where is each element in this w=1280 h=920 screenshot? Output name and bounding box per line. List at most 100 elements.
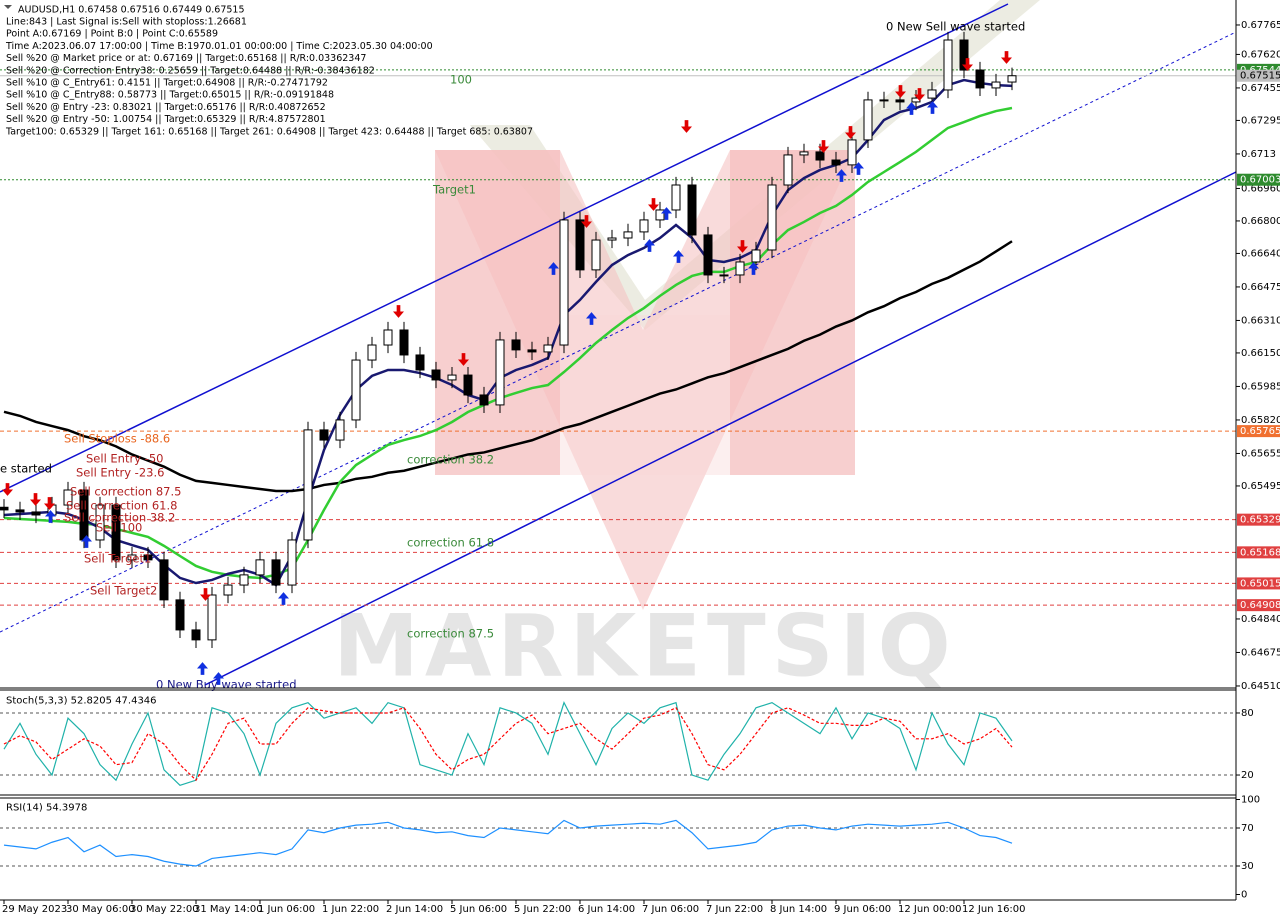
candle-body <box>431 369 441 381</box>
candle-body <box>527 349 537 353</box>
indicator-panels: Stoch(5,3,3) 52.8205 47.4346 20 80 RSI(14) … <box>0 695 1260 901</box>
annotation: correction 38.2 <box>407 453 494 467</box>
candle-body <box>671 184 681 211</box>
indicator-line <box>3 701 1013 787</box>
candle-body <box>143 554 153 561</box>
x-tick-label: 8 Jun 14:00 <box>770 904 827 915</box>
annotation: 0 New Buy wave started <box>156 678 297 692</box>
candle-body <box>447 374 457 381</box>
y-tick-label: 0.64840 <box>1241 614 1280 625</box>
annotation: Sell correction 38.2 <box>64 511 175 525</box>
annotation: Sell Target1 <box>84 552 151 566</box>
level-tag <box>1237 173 1280 186</box>
info-line: Target100: 0.65329 || Target 161: 0.6516… <box>5 126 533 137</box>
channel-upper <box>0 3 1009 493</box>
level-label: 0.67003 <box>1240 175 1280 186</box>
candle-body <box>63 489 73 506</box>
annotation: e started <box>0 462 52 476</box>
y-tick-label: 0.67455 <box>1241 83 1280 94</box>
candle-body <box>895 99 905 103</box>
y-tick-label: 100 <box>1241 795 1260 806</box>
channel-lower <box>204 171 1237 686</box>
candle-body <box>735 261 745 276</box>
y-tick-label: 0.67765 <box>1241 20 1280 31</box>
x-tick-label: 7 Jun 06:00 <box>642 904 699 915</box>
candle-body <box>415 354 425 371</box>
candle-body <box>31 511 41 516</box>
candle-body <box>719 274 729 277</box>
watermark-text: MARKETSIQ <box>333 596 956 696</box>
candle-body <box>927 89 937 99</box>
candle-body <box>15 509 25 513</box>
x-tick-label: 31 May 14:00 <box>194 904 263 915</box>
annotation: Sell correction 61.8 <box>66 499 177 513</box>
moving-average <box>3 106 1013 580</box>
annotation: 0 New Sell wave started <box>886 20 1025 34</box>
collapse-icon <box>4 5 12 9</box>
indicator-line <box>3 707 1013 782</box>
info-line: Sell %20 @ Entry -50: 1.00754 || Target:… <box>6 114 326 125</box>
candle-body <box>831 159 841 166</box>
y-tick-label: 0.67295 <box>1241 115 1280 126</box>
candle-body <box>367 344 377 361</box>
moving-average <box>3 78 1013 587</box>
candle-body <box>351 359 361 421</box>
y-tick-label: 0.65985 <box>1241 381 1280 392</box>
watermark-bar <box>730 150 855 475</box>
candle-body <box>767 184 777 251</box>
candle-body <box>623 231 633 239</box>
candle-body <box>271 559 281 586</box>
candle-body <box>495 339 505 406</box>
watermark-v <box>435 150 855 610</box>
candle-body <box>575 219 585 271</box>
candle-body <box>223 584 233 596</box>
candle-body <box>543 344 553 353</box>
info-line: Sell %10 @ C_Entry61: 0.4151 || Target:0… <box>6 78 328 89</box>
level-tag <box>1237 599 1280 612</box>
indicator-line <box>3 819 1013 867</box>
x-tick-label: 30 May 22:00 <box>130 904 199 915</box>
info-line: Sell %20 @ Market price or at: 0.67169 |… <box>6 53 366 64</box>
candle-body <box>399 329 409 356</box>
candle-body <box>175 599 185 631</box>
candle-body <box>847 139 857 166</box>
level-tag <box>1237 546 1280 559</box>
candle-body <box>127 554 137 561</box>
candle-body <box>799 151 809 156</box>
chart-title: AUDUSD,H1 0.67458 0.67516 0.67449 0.6751… <box>18 5 245 16</box>
panel-title: Stoch(5,3,3) 52.8205 47.4346 <box>6 695 157 706</box>
y-tick-label: 30 <box>1241 861 1254 872</box>
y-tick-label: 0.6713 <box>1241 149 1276 160</box>
candle-body <box>655 209 665 221</box>
candle-body <box>943 39 953 91</box>
candle-body <box>239 574 249 586</box>
candle-body <box>991 81 1001 89</box>
x-tick-label: 12 Jun 00:00 <box>898 904 962 915</box>
y-tick-label: 0.66640 <box>1241 248 1280 259</box>
annotation: Sell Stoploss -88.6 <box>64 432 170 446</box>
x-tick-label: 6 Jun 14:00 <box>578 904 635 915</box>
candle-body <box>959 39 969 71</box>
candle-body <box>639 219 649 233</box>
level-label: 0.65168 <box>1240 547 1280 558</box>
candle-body <box>0 506 9 511</box>
candle-body <box>815 151 825 161</box>
candle-body <box>287 539 297 586</box>
y-tick-label: 0.64675 <box>1241 647 1280 658</box>
candle-body <box>879 99 889 102</box>
price-axis: 0.67765 0.67620 0.67455 0.67295 0.6713 0.6696… <box>1236 20 1280 692</box>
info-line: Sell %20 @ Entry -23: 0.83021 || Target:… <box>6 102 326 113</box>
info-block: AUDUSD,H1 0.67458 0.67516 0.67449 0.6751… <box>4 5 245 16</box>
x-tick-label: 12 Jun 16:00 <box>962 904 1026 915</box>
candle-body <box>95 504 105 541</box>
candle-body <box>975 69 985 89</box>
levels <box>0 69 1236 606</box>
candle-body <box>111 504 121 561</box>
watermark-center <box>560 315 730 475</box>
x-tick-label: 1 Jun 22:00 <box>322 904 379 915</box>
annotation: Sell Target2 <box>90 584 157 598</box>
panel-title: RSI(14) 54.3978 <box>6 803 87 814</box>
info-line: Sell %10 @ C_Entry88: 0.58773 || Target:… <box>6 90 334 101</box>
